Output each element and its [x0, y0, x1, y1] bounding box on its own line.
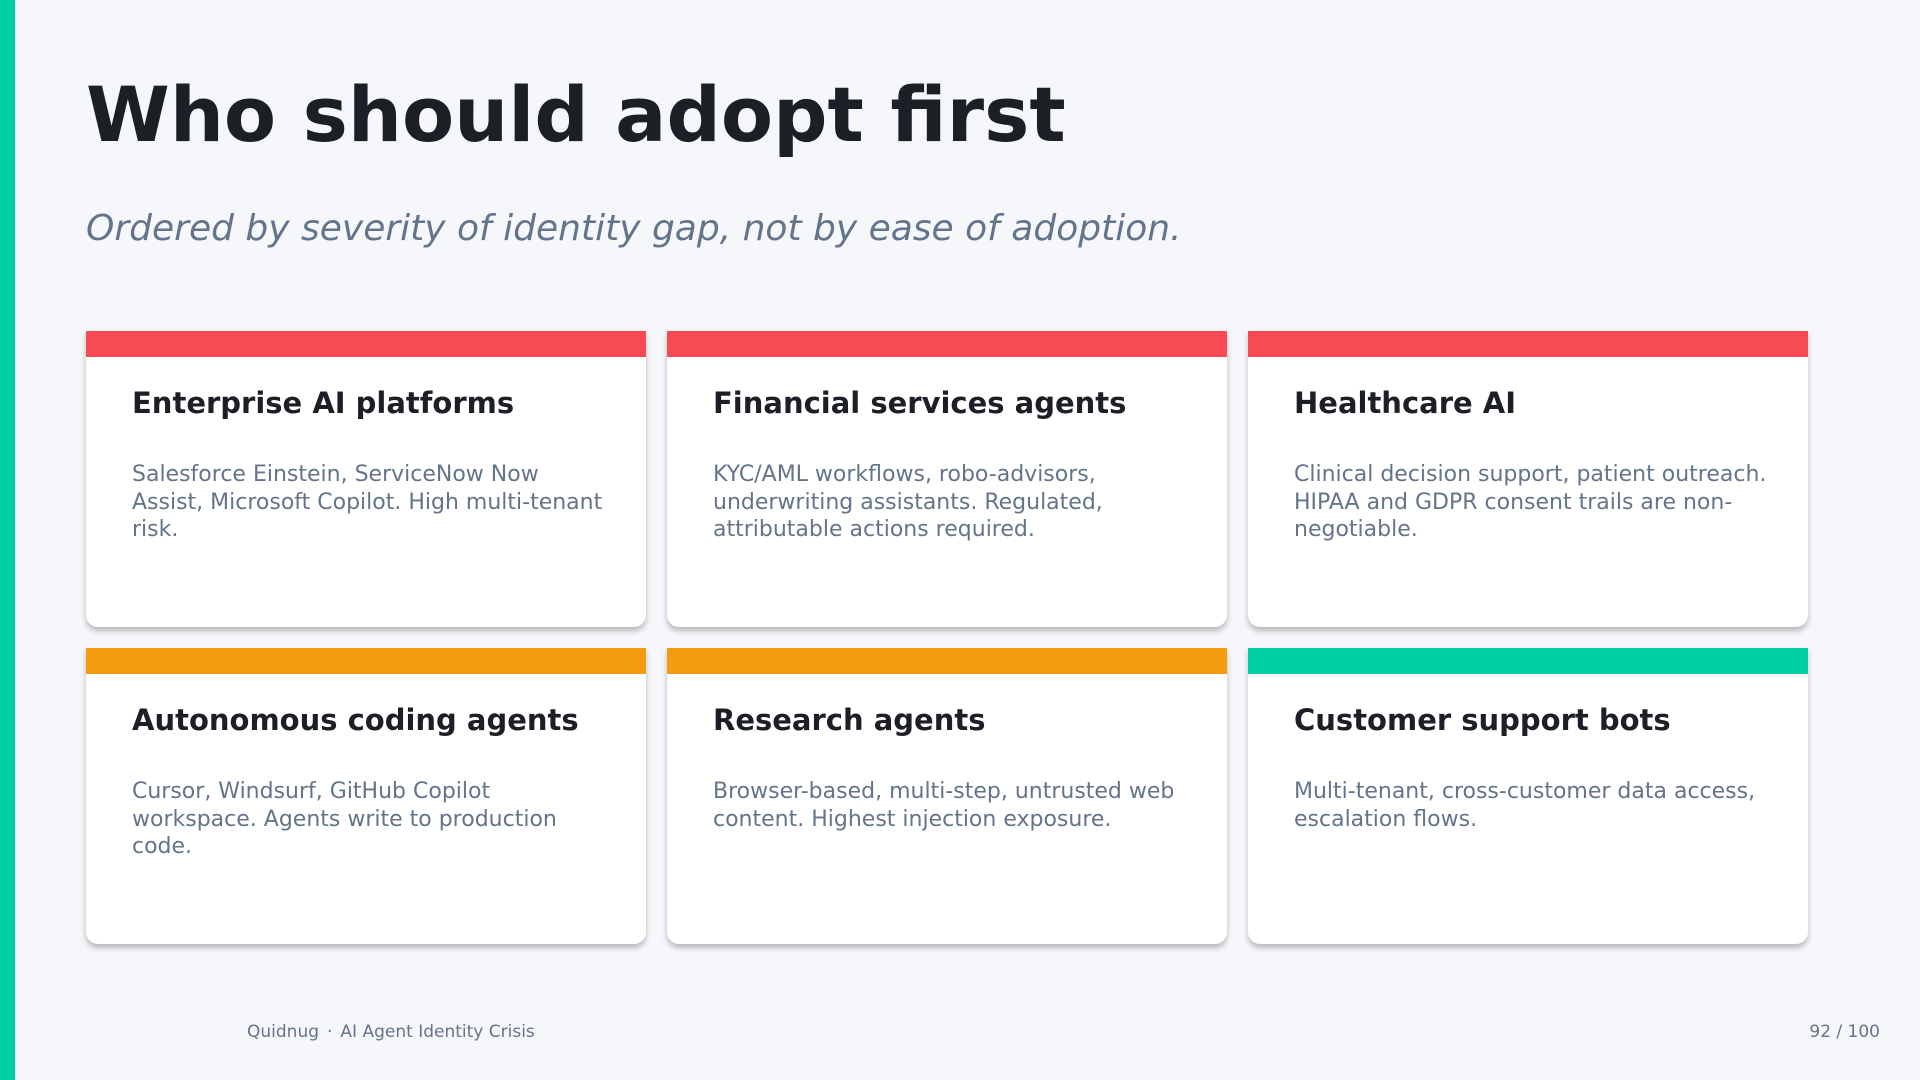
card-description: Clinical decision support, patient outre…	[1294, 462, 1767, 542]
card-grid: Enterprise AI platforms Salesforce Einste…	[86, 331, 1808, 944]
card-stripe	[86, 648, 646, 674]
card: Healthcare AI Clinical decision support, …	[1248, 331, 1808, 627]
card: Research agents Browser-based, multi-step…	[667, 648, 1227, 944]
slide-subtitle: Ordered by severity of identity gap, not…	[86, 208, 1182, 249]
card-description: KYC/AML workflows, robo-advisors, underw…	[713, 462, 1103, 542]
footer-brand: Quidnug	[247, 1022, 320, 1042]
card-stripe	[667, 648, 1227, 674]
slide-title: Who should adopt first	[86, 70, 1066, 159]
card-description: Salesforce Einstein, ServiceNow Now Assi…	[132, 462, 603, 542]
card: Enterprise AI platforms Salesforce Einste…	[86, 331, 646, 627]
card: Customer support bots Multi-tenant, cross…	[1248, 648, 1808, 944]
card-title: Autonomous coding agents	[132, 703, 579, 737]
card-title: Healthcare AI	[1294, 386, 1517, 420]
footer: Quidnug · AI Agent Identity Crisis	[247, 1022, 543, 1042]
card-stripe	[86, 331, 646, 357]
card-title: Financial services agents	[713, 386, 1127, 420]
card-stripe	[667, 331, 1227, 357]
card-title: Enterprise AI platforms	[132, 386, 515, 420]
card-stripe	[1248, 648, 1808, 674]
card-title: Customer support bots	[1294, 703, 1671, 737]
accent-bar	[0, 0, 15, 1080]
card-title: Research agents	[713, 703, 986, 737]
card-description: Browser-based, multi-step, untrusted web…	[713, 779, 1175, 832]
card: Autonomous coding agents Cursor, Windsurf…	[86, 648, 646, 944]
card-description: Multi-tenant, cross-customer data access…	[1294, 779, 1756, 832]
card-description: Cursor, Windsurf, GitHub Copilot workspa…	[132, 779, 557, 859]
card: Financial services agents KYC/AML workflo…	[667, 331, 1227, 627]
footer-deck: AI Agent Identity Crisis	[340, 1022, 535, 1042]
footer-separator: ·	[327, 1022, 333, 1042]
card-stripe	[1248, 331, 1808, 357]
page-number: 92 / 100	[1809, 1022, 1880, 1042]
